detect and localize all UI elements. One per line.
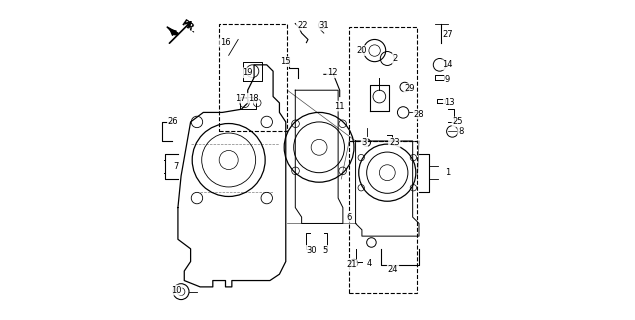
- Text: 21: 21: [346, 260, 357, 269]
- Text: 7: 7: [173, 162, 179, 171]
- Text: 6: 6: [347, 212, 352, 222]
- Text: 31: 31: [318, 21, 328, 30]
- Text: 19: 19: [242, 68, 252, 77]
- Text: 5: 5: [323, 246, 328, 255]
- Text: 14: 14: [443, 60, 453, 69]
- Text: 24: 24: [388, 265, 398, 274]
- Text: 27: 27: [443, 30, 453, 39]
- Text: 3: 3: [362, 138, 367, 147]
- Text: 4: 4: [366, 259, 371, 268]
- Text: 11: 11: [335, 101, 345, 111]
- Text: 22: 22: [297, 21, 307, 30]
- Bar: [219, 24, 288, 132]
- Text: 29: 29: [404, 84, 415, 93]
- Bar: [349, 141, 417, 293]
- Text: 13: 13: [444, 99, 455, 108]
- Bar: [349, 27, 417, 141]
- Text: 12: 12: [327, 68, 338, 77]
- Text: 10: 10: [171, 285, 182, 295]
- Text: 2: 2: [392, 54, 398, 63]
- Text: 8: 8: [458, 127, 464, 136]
- Text: 20: 20: [356, 46, 366, 55]
- Text: 23: 23: [389, 138, 399, 147]
- Text: 25: 25: [453, 117, 463, 126]
- Text: 1: 1: [445, 168, 450, 177]
- Text: FR.: FR.: [179, 18, 197, 35]
- Text: 17: 17: [236, 94, 246, 103]
- Text: 26: 26: [168, 117, 178, 126]
- Text: 9: 9: [445, 75, 450, 84]
- Text: 30: 30: [306, 246, 316, 255]
- Text: 16: 16: [220, 38, 231, 47]
- Text: 28: 28: [413, 109, 424, 118]
- Text: 15: 15: [281, 57, 291, 66]
- Text: 18: 18: [248, 94, 258, 103]
- Polygon shape: [167, 27, 178, 35]
